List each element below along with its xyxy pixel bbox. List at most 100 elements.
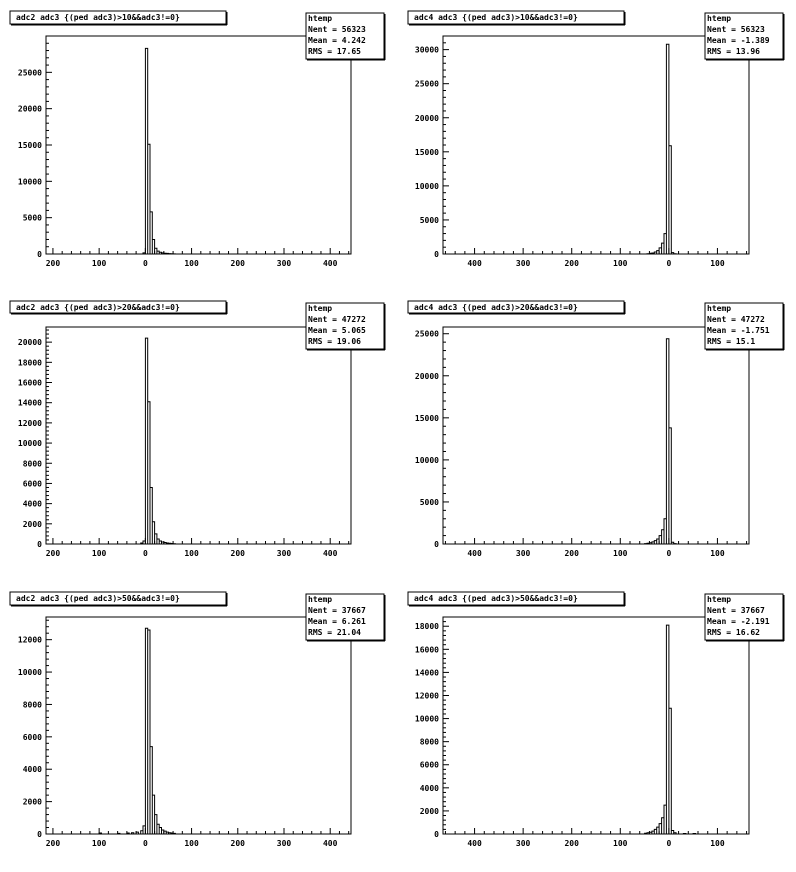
stats-box — [704, 12, 784, 60]
chart-title: adc2 adc3 {(ped adc3)>10&&adc3!=0} — [16, 13, 180, 22]
x-tick-label: 400 — [323, 839, 338, 848]
stats-entries: Nent = 37667 — [308, 606, 366, 615]
x-tick-label: 200 — [564, 549, 579, 558]
stats-entries: Nent = 47272 — [308, 315, 366, 324]
y-tick-label: 12000 — [415, 691, 439, 700]
stats-box — [704, 593, 784, 641]
x-tick-label: 100 — [710, 839, 725, 848]
y-tick-label: 2000 — [420, 807, 439, 816]
x-tick-label: 400 — [467, 259, 482, 268]
histogram-outline — [140, 337, 176, 545]
y-tick-label: 16000 — [18, 379, 42, 388]
histogram-panel-4: 400 300 200 100 0 100 0 5000 10000 15000 20000 2500… — [407, 300, 785, 558]
stats-rms: RMS = 15.1 — [707, 337, 755, 346]
stats-mean: Mean = 5.065 — [308, 326, 366, 335]
stats-mean: Mean = -2.191 — [707, 617, 770, 626]
title-box — [9, 591, 227, 606]
stats-header: htemp — [707, 595, 731, 604]
chart-title: adc4 adc3 {(ped adc3)>10&&adc3!=0} — [414, 13, 578, 22]
stats-entries: Nent = 56323 — [707, 25, 765, 34]
y-tick-label: 30000 — [415, 46, 439, 55]
histogram-panel-3: 200 100 0 100 200 300 400020004000600080001000… — [9, 300, 386, 558]
y-tick-label: 14000 — [18, 399, 42, 408]
y-tick-label: 10000 — [415, 182, 439, 191]
y-tick-label: 25000 — [415, 330, 439, 339]
x-tick-label: 100 — [613, 549, 628, 558]
x-tick-label: 0 — [143, 839, 148, 848]
x-tick-label: 100 — [613, 839, 628, 848]
y-tick-label: 0 — [37, 250, 42, 259]
y-tick-label: 5000 — [420, 216, 439, 225]
y-tick-label: 10000 — [415, 456, 439, 465]
x-tick-label: 0 — [666, 259, 671, 268]
y-tick-label: 8000 — [23, 700, 42, 709]
stats-rms: RMS = 19.06 — [308, 337, 361, 346]
y-tick-label: 15000 — [415, 148, 439, 157]
x-tick-label: 300 — [277, 839, 292, 848]
x-tick-label: 100 — [92, 549, 107, 558]
y-tick-label: 15000 — [18, 141, 42, 150]
x-tick-label: 200 — [46, 259, 61, 268]
x-tick-label: 400 — [467, 839, 482, 848]
x-tick-label: 300 — [277, 259, 292, 268]
y-tick-label: 0 — [434, 250, 439, 259]
x-tick-label: 400 — [323, 549, 338, 558]
chart-title: adc2 adc3 {(ped adc3)>20&&adc3!=0} — [16, 303, 180, 312]
y-tick-label: 25000 — [18, 68, 42, 77]
y-tick-label: 5000 — [420, 498, 439, 507]
histogram-panel-1: 200 100 0 100 200 300 400 0 5000 10000 15000 20000 2… — [9, 10, 386, 268]
y-tick-label: 4000 — [23, 500, 42, 509]
y-tick-label: 2000 — [23, 798, 42, 807]
stats-box — [305, 302, 385, 350]
histogram-outline — [142, 47, 176, 255]
x-tick-label: 100 — [184, 549, 199, 558]
chart-title: adc4 adc3 {(ped adc3)>20&&adc3!=0} — [414, 303, 578, 312]
y-tick-label: 4000 — [23, 765, 42, 774]
chart-title: adc2 adc3 {(ped adc3)>50&&adc3!=0} — [16, 594, 180, 603]
y-tick-label: 5000 — [23, 214, 42, 223]
stats-header: htemp — [707, 14, 731, 23]
stats-rms: RMS = 16.62 — [707, 628, 760, 637]
stats-header: htemp — [308, 304, 332, 313]
x-tick-label: 100 — [710, 259, 725, 268]
stats-mean: Mean = 6.261 — [308, 617, 366, 626]
y-tick-label: 8000 — [420, 738, 439, 747]
x-tick-label: 100 — [184, 839, 199, 848]
histogram-outline — [644, 338, 677, 545]
y-tick-label: 18000 — [18, 358, 42, 367]
title-box — [9, 300, 227, 314]
x-tick-label: 100 — [92, 839, 107, 848]
stats-mean: Mean = 4.242 — [308, 36, 366, 45]
y-tick-label: 6000 — [23, 733, 42, 742]
stats-rms: RMS = 21.04 — [308, 628, 361, 637]
y-tick-label: 0 — [37, 830, 42, 839]
x-tick-label: 300 — [516, 839, 531, 848]
x-tick-label: 200 — [231, 839, 246, 848]
histogram-panel-2: 400 300 200 100 0 100 0 5000 10000 15000 20000 2500… — [407, 10, 785, 268]
histogram-outline — [98, 627, 176, 834]
stats-mean: Mean = -1.751 — [707, 326, 770, 335]
y-tick-label: 8000 — [23, 459, 42, 468]
x-tick-label: 0 — [666, 839, 671, 848]
y-tick-label: 10000 — [18, 439, 42, 448]
stats-mean: Mean = -1.389 — [707, 36, 770, 45]
x-tick-label: 200 — [231, 549, 246, 558]
y-tick-label: 25000 — [415, 80, 439, 89]
plot-frame — [442, 326, 750, 545]
x-tick-label: 100 — [613, 259, 628, 268]
title-box — [407, 300, 625, 314]
x-tick-label: 0 — [143, 259, 148, 268]
y-tick-label: 15000 — [415, 414, 439, 423]
stats-entries: Nent = 47272 — [707, 315, 765, 324]
histogram-outline — [646, 43, 677, 255]
title-box — [9, 10, 227, 25]
x-tick-label: 0 — [666, 549, 671, 558]
x-tick-label: 200 — [564, 839, 579, 848]
histogram-outline — [644, 624, 697, 834]
title-box — [407, 10, 625, 25]
stats-rms: RMS = 13.96 — [707, 47, 760, 56]
y-tick-label: 6000 — [23, 479, 42, 488]
x-tick-label: 100 — [92, 259, 107, 268]
y-tick-label: 0 — [37, 540, 42, 549]
